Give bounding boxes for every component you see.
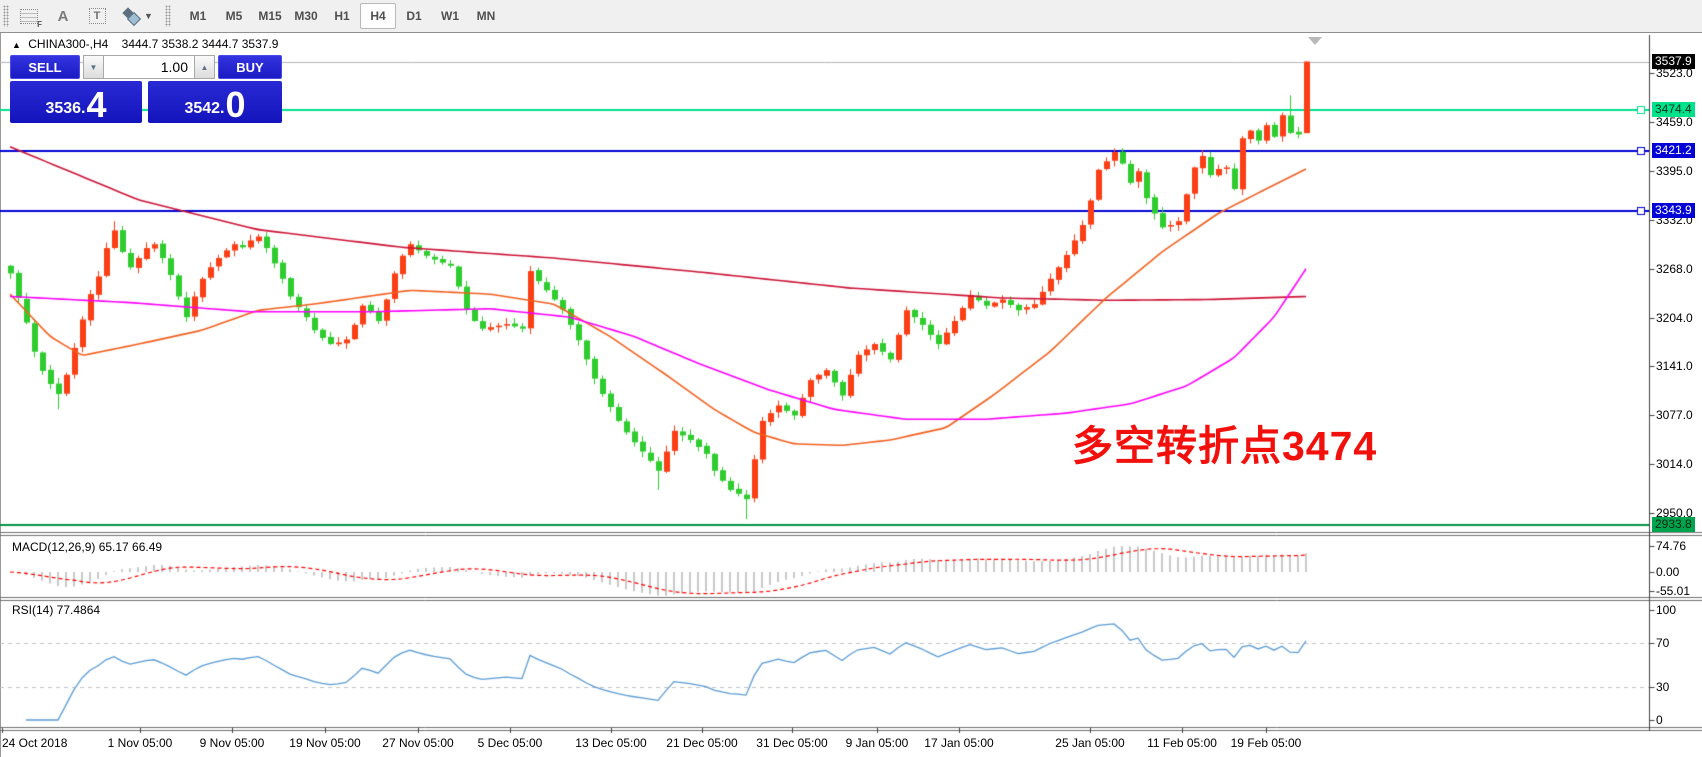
price-axis-tick: 3268.0	[1656, 261, 1693, 276]
chart-shift-marker-icon[interactable]	[1308, 37, 1322, 45]
volume-increase-button[interactable]: ▲	[194, 55, 215, 79]
volume-input[interactable]	[103, 55, 195, 79]
sell-price-pips: 4	[86, 84, 107, 125]
time-axis-label: 1 Nov 05:00	[107, 736, 173, 750]
time-axis-label: 19 Nov 05:00	[289, 736, 361, 750]
rsi-indicator-label: RSI(14) 77.4864	[12, 603, 101, 617]
buy-price-pips: 0	[225, 84, 246, 125]
time-axis-label: 13 Dec 05:00	[575, 736, 647, 750]
timeframe-button-d1[interactable]: D1	[406, 9, 422, 23]
sell-price-int: 3536.	[45, 100, 86, 117]
time-axis-label: 21 Dec 05:00	[666, 736, 738, 750]
timeframe-button-w1[interactable]: W1	[441, 9, 459, 23]
price-axis-tick: 3523.0	[1656, 66, 1693, 80]
macd-axis-tick: 74.76	[1656, 538, 1687, 553]
objects-diamond-icon	[122, 7, 142, 27]
price-tag-3474.4[interactable]: 3474.4	[1652, 102, 1695, 118]
timeframe-button-m1[interactable]: M1	[189, 9, 207, 23]
time-axis-label: 31 Dec 05:00	[756, 736, 828, 750]
price-tag-3421.2[interactable]: 3421.2	[1652, 143, 1695, 159]
price-axis-tick: 3014.0	[1656, 456, 1693, 471]
rsi-axis-tick: 70	[1656, 636, 1670, 650]
sell-button[interactable]: SELL	[10, 55, 80, 79]
text-tool-icon: T	[88, 8, 106, 24]
price-axis-tick: 2950.0	[1656, 505, 1693, 520]
price-axis-tick: 3077.0	[1656, 408, 1693, 423]
volume-decrease-button[interactable]: ▼	[83, 55, 104, 79]
letter-a-icon: A	[57, 7, 69, 25]
ohlc-values: 3444.7 3538.2 3444.7 3537.9	[121, 37, 279, 51]
toolbar-gripper[interactable]	[3, 5, 9, 27]
timeframe-button-m5[interactable]: M5	[225, 9, 243, 23]
annotation-text: 多空转折点3474	[1072, 423, 1378, 469]
rsi-axis-tick: 100	[1656, 603, 1677, 617]
toolbar: F A T ▼ M1 M5 M15 M30 H1 H4 D1 W1 MN	[0, 0, 1702, 33]
price-tag-3537.9: 3537.9	[1652, 53, 1695, 69]
rsi-axis-tick: 0	[1656, 713, 1663, 727]
price-axis-tick: 3141.0	[1656, 359, 1693, 374]
timeframe-button-h1[interactable]: H1	[334, 9, 350, 23]
timeframe-toolbar: M1 M5 M15 M30 H1 H4 D1 W1 MN	[180, 3, 504, 29]
time-axis-label: 19 Feb 05:00	[1230, 736, 1302, 750]
price-axis-tick: 3459.0	[1656, 115, 1693, 130]
time-axis-label: 24 Oct 2018	[2, 736, 68, 750]
macd-axis-tick: 0.00	[1656, 565, 1680, 579]
text-tool-icon-button[interactable]: T	[82, 3, 112, 29]
macd-axis-tick: -55.01	[1656, 584, 1691, 599]
price-tag-2933.8[interactable]: 2933.8	[1652, 517, 1695, 533]
time-axis-label: 9 Nov 05:00	[199, 736, 265, 750]
time-axis-label: 17 Jan 05:00	[924, 736, 994, 750]
symbol-title: ▲ CHINA300-,H4 3444.7 3538.2 3444.7 3537…	[12, 37, 278, 51]
macd-indicator-label: MACD(12,26,9) 65.17 66.49	[12, 540, 163, 554]
symbol-period-label: CHINA300-,H4	[28, 37, 109, 51]
timeframe-button-h4[interactable]: H4	[360, 3, 396, 29]
time-axis-label: 27 Nov 05:00	[382, 736, 454, 750]
template-grid-icon-button[interactable]: F	[14, 3, 44, 29]
buy-button[interactable]: BUY	[218, 55, 282, 79]
timeframe-button-m30[interactable]: M30	[294, 9, 318, 23]
toolbar-gripper[interactable]	[165, 5, 171, 27]
timeframe-button-mn[interactable]: MN	[476, 9, 496, 23]
time-axis-label: 11 Feb 05:00	[1147, 736, 1217, 750]
collapse-triangle-icon[interactable]: ▲	[12, 40, 21, 50]
buy-price-int: 3542.	[184, 100, 225, 117]
timeframe-button-m15[interactable]: M15	[258, 9, 282, 23]
price-axis-tick: 3204.0	[1656, 310, 1693, 325]
chevron-down-icon[interactable]: ▼	[144, 11, 153, 21]
one-click-trading-panel: SELL ▼ ▲ BUY 3536. 4 3542. 0	[10, 55, 282, 123]
grid-f-icon: F	[20, 8, 42, 29]
buy-quote-button[interactable]: 3542. 0	[148, 81, 282, 123]
label-a-icon-button[interactable]: A	[48, 3, 78, 29]
chart-canvas[interactable]	[0, 33, 1702, 757]
rsi-axis-tick: 30	[1656, 680, 1670, 694]
price-tag-3343.9[interactable]: 3343.9	[1652, 202, 1695, 218]
price-axis-tick: 3395.0	[1656, 164, 1693, 179]
time-axis-label: 5 Dec 05:00	[477, 736, 543, 750]
time-axis-label: 9 Jan 05:00	[845, 736, 909, 750]
sell-quote-button[interactable]: 3536. 4	[10, 81, 142, 123]
objects-icon-button[interactable]: ▼	[116, 3, 160, 29]
time-axis-label: 25 Jan 05:00	[1055, 736, 1125, 750]
